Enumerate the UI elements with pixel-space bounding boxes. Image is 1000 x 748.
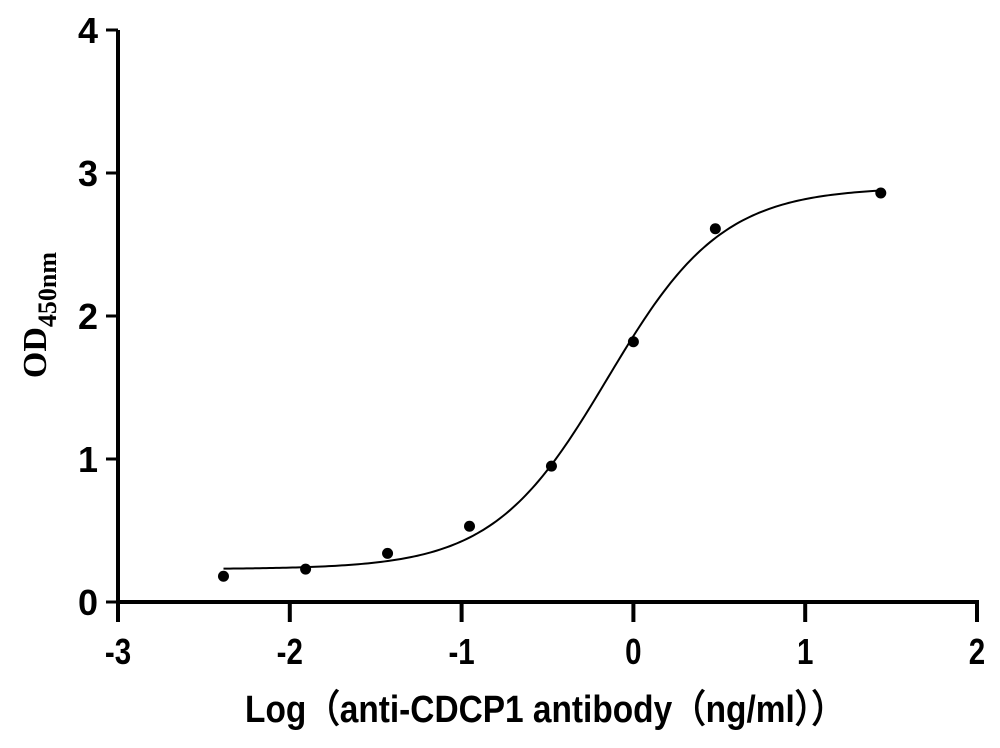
- x-tick-label: 0: [625, 631, 641, 671]
- data-point: [382, 547, 394, 559]
- x-tick-label: -3: [105, 631, 131, 671]
- data-point: [217, 570, 229, 582]
- data-point: [709, 223, 721, 235]
- x-tick-label: 2: [969, 631, 985, 671]
- fit-curve: [223, 189, 881, 570]
- x-tick-labels: -3 -2 -1 0 1 2: [105, 631, 985, 671]
- data-point: [545, 460, 557, 472]
- y-tick-label: 4: [78, 10, 98, 51]
- y-tick-label: 0: [78, 582, 98, 623]
- data-points: [217, 187, 887, 582]
- data-point: [875, 187, 887, 199]
- y-tick-label: 3: [78, 153, 98, 194]
- y-axis-label-subscript: 450nm: [33, 252, 62, 327]
- axes: [106, 28, 979, 622]
- x-axis-label: Log（anti-CDCP1 antibody（ng/ml））: [245, 688, 845, 730]
- y-tick-labels: 0 1 2 3 4: [78, 10, 98, 623]
- data-point: [464, 520, 476, 532]
- x-tick-label: -2: [277, 631, 303, 671]
- data-point: [300, 563, 312, 575]
- y-tick-label: 2: [78, 296, 98, 337]
- x-tick-label: -1: [448, 631, 474, 671]
- data-point: [627, 336, 639, 348]
- y-axis-label-main: OD: [17, 327, 54, 378]
- y-tick-label: 1: [78, 439, 98, 480]
- x-tick-label: 1: [797, 631, 813, 671]
- y-axis-label: OD450nm: [17, 252, 62, 378]
